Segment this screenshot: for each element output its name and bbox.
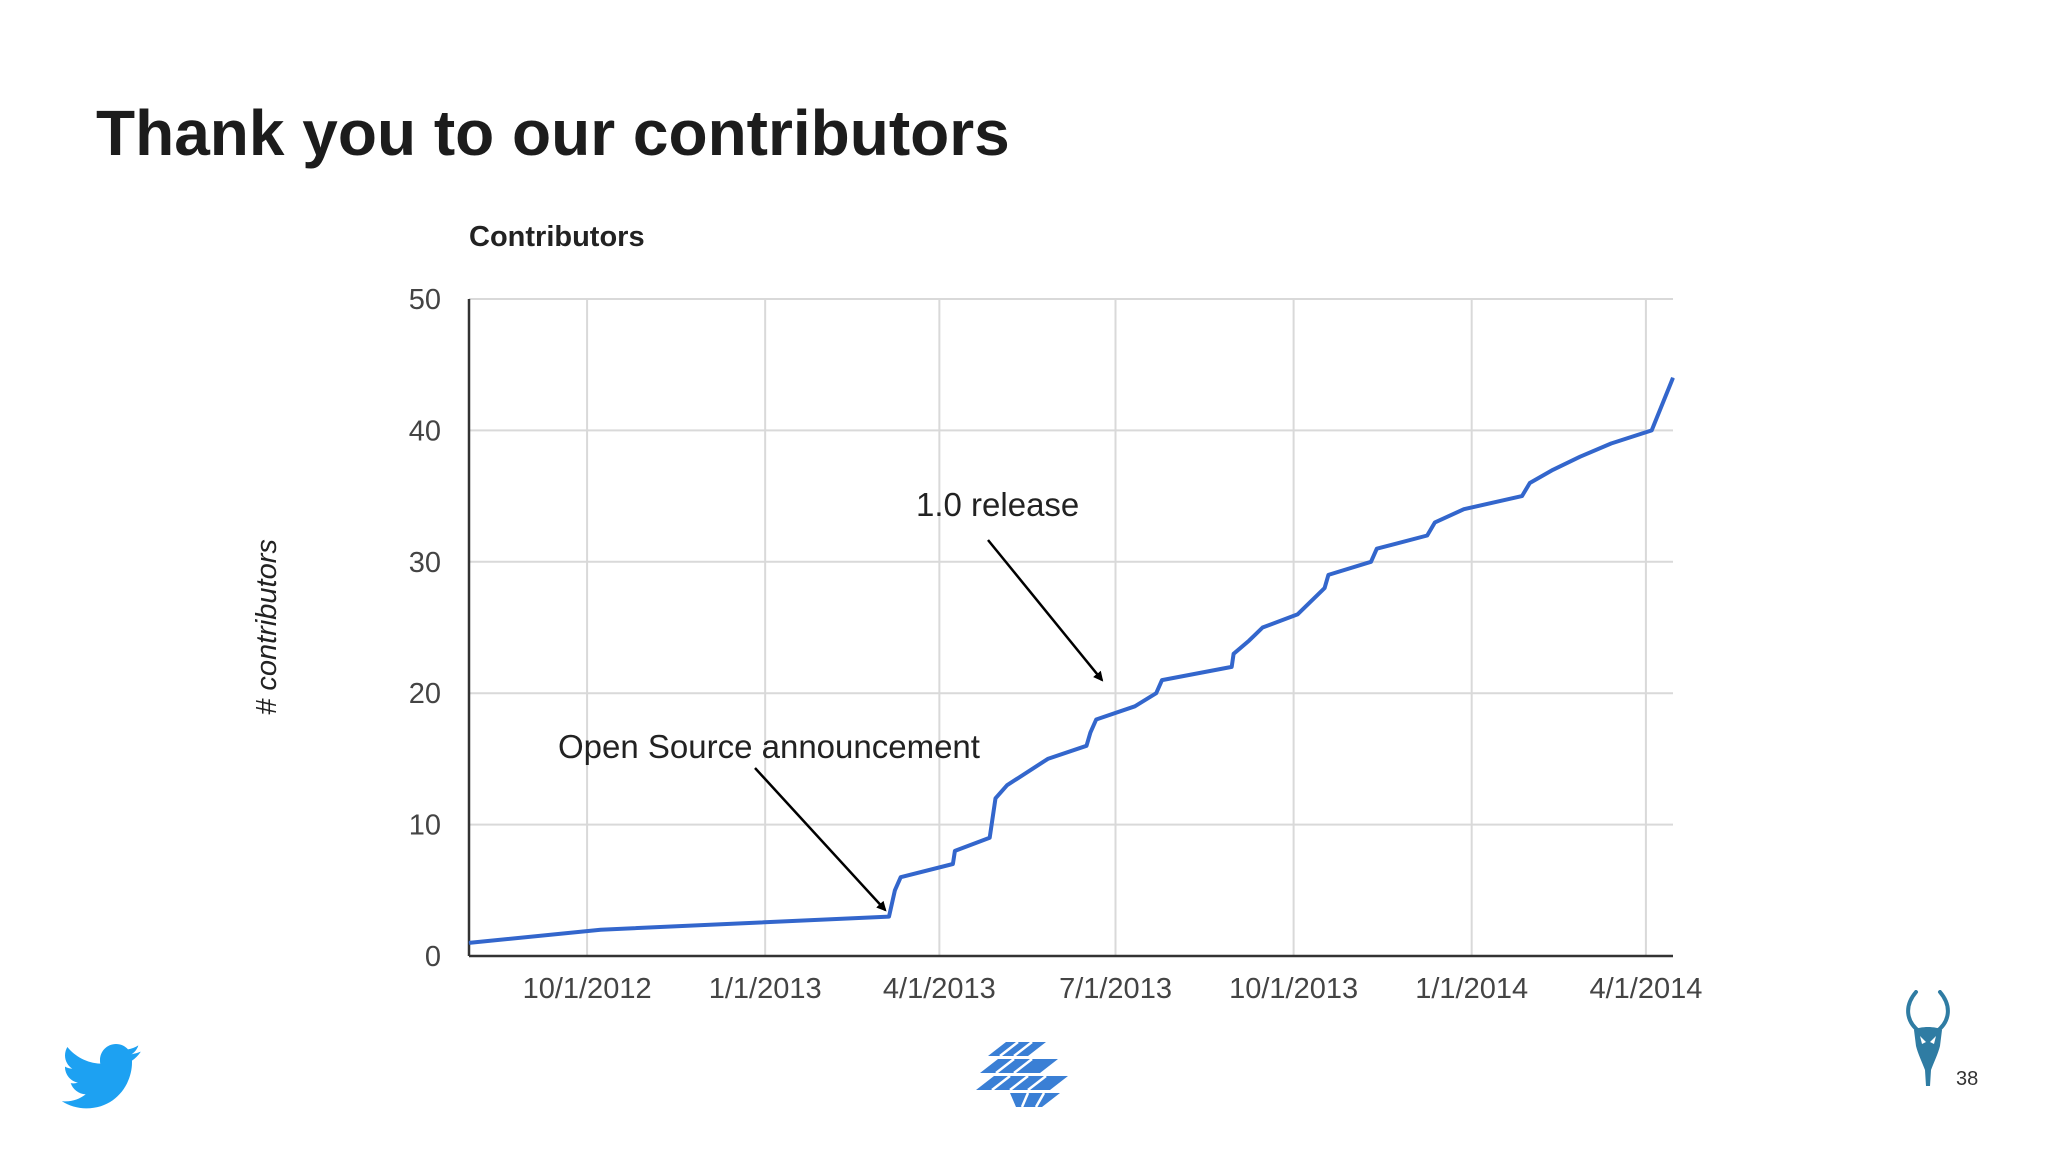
data-point: [1521, 495, 1523, 497]
data-point: [1085, 745, 1087, 747]
slide-title: Thank you to our contributors: [96, 97, 1010, 169]
data-point: [900, 876, 902, 878]
data-point: [1089, 732, 1091, 734]
axes: [467, 299, 1673, 958]
series-line: [468, 377, 1675, 945]
data-point: [894, 889, 896, 891]
data-point: [600, 929, 602, 931]
data-point: [952, 863, 954, 865]
data-point: [1426, 535, 1428, 537]
data-point: [1370, 561, 1372, 563]
annotation-text: 1.0 release: [916, 486, 1079, 523]
data-point: [1434, 521, 1436, 523]
x-tick-label: 7/1/2013: [1059, 973, 1172, 1005]
data-point: [888, 916, 890, 918]
gazelle-logo-icon: [1906, 990, 1950, 1086]
annotations: Open Source announcement 1.0 release: [558, 486, 1104, 912]
x-tick-label: 10/1/2013: [1229, 973, 1358, 1005]
data-point: [1233, 653, 1235, 655]
data-point: [1552, 469, 1554, 471]
data-point: [1262, 627, 1264, 628]
x-tick-label: 10/1/2012: [523, 973, 652, 1005]
y-axis-title: # contributors: [251, 539, 283, 715]
data-point: [954, 850, 956, 852]
x-tick-labels: 10/1/2012 1/1/2013 4/1/2013 7/1/2013 10/1/20…: [523, 973, 1703, 1005]
annotation-text: Open Source announcement: [558, 728, 980, 765]
y-tick-label: 30: [409, 547, 441, 579]
data-point: [989, 837, 991, 839]
data-point: [1161, 679, 1163, 681]
brand-logo-icon: [976, 1042, 1068, 1108]
y-tick-label: 0: [425, 941, 441, 973]
data-point: [1231, 666, 1233, 668]
y-tick-labels: 0 10 20 30 40 50: [409, 284, 441, 973]
slide-number: 38: [1956, 1068, 1979, 1090]
x-tick-label: 1/1/2013: [709, 973, 822, 1005]
data-point: [1579, 456, 1581, 458]
y-tick-label: 50: [409, 284, 441, 316]
data-point: [1095, 718, 1097, 720]
series-group: [468, 377, 1675, 945]
data-point: [1296, 613, 1298, 615]
x-tick-label: 1/1/2014: [1415, 973, 1528, 1005]
data-point: [468, 942, 470, 944]
data-point: [1155, 692, 1157, 694]
data-point: [1610, 443, 1612, 445]
data-point: [1463, 508, 1465, 510]
data-point: [1006, 784, 1008, 786]
y-tick-label: 10: [409, 810, 441, 842]
data-point: [1047, 758, 1049, 760]
x-tick-label: 4/1/2013: [883, 973, 996, 1005]
data-point: [1529, 482, 1531, 484]
x-tick-label: 4/1/2014: [1589, 973, 1702, 1005]
annotation-arrow: [987, 539, 1104, 682]
chart-title: Contributors: [469, 221, 645, 253]
data-point: [1248, 640, 1250, 642]
annotation-arrow: [754, 767, 887, 912]
y-tick-label: 40: [409, 415, 441, 447]
data-point: [1376, 548, 1378, 550]
data-point: [1324, 587, 1326, 589]
twitter-bird-icon: [62, 1044, 141, 1109]
data-point: [1651, 429, 1653, 431]
data-point: [1672, 377, 1674, 379]
data-point: [1327, 574, 1329, 576]
y-tick-label: 20: [409, 678, 441, 710]
data-point: [995, 797, 997, 799]
grid-lines: [469, 298, 1673, 956]
data-point: [1134, 705, 1136, 707]
